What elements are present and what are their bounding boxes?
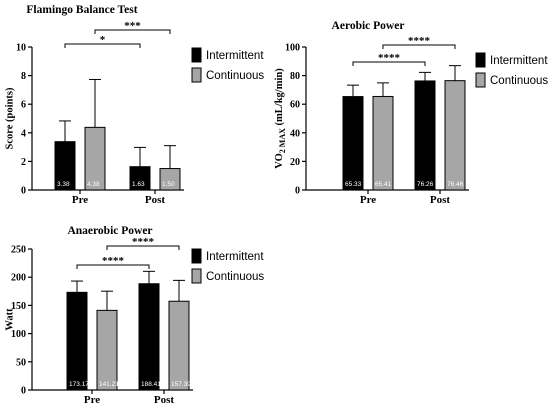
significance-label: ***: [124, 20, 141, 32]
bar-value-label: 1.50: [162, 181, 175, 188]
bar-continuous: [96, 309, 118, 391]
legend-swatch-continuous: [191, 268, 202, 284]
bar-continuous: [372, 95, 394, 191]
chart-anaerobic: Anaerobic Power 0 50 100 150 200 250 Watt Pre Pos…: [4, 225, 264, 406]
bar-intermittent: [414, 80, 436, 191]
significance-label: ****: [408, 35, 431, 47]
significance-label: *: [100, 34, 106, 46]
y-tick-label: 0: [21, 186, 26, 197]
bar-value-label: 3.38: [57, 181, 70, 188]
chart-title: Aerobic Power: [332, 20, 405, 32]
y-axis-label: VO2 MAX (mL/kg/min): [274, 68, 286, 169]
y-axis-label: Score (points): [4, 87, 15, 149]
legend-swatch-intermittent: [191, 47, 202, 63]
bar-continuous: [159, 168, 181, 191]
bar-value-label: 76.46: [447, 181, 464, 188]
legend-label: Continuous: [206, 271, 264, 283]
bar-value-label: 76.26: [417, 181, 434, 188]
significance-bracket: [106, 245, 180, 250]
chart-title: Anaerobic Power: [67, 225, 152, 237]
y-tick-label: 0: [295, 186, 300, 197]
bar-value-label: 4.38: [87, 181, 100, 188]
significance-bracket: [94, 29, 171, 34]
x-category-label: Post: [154, 394, 175, 406]
y-tick-label: 60: [290, 100, 300, 111]
x-category-label: Pre: [84, 394, 100, 406]
x-category-label: Pre: [360, 194, 376, 206]
y-tick-label: 100: [285, 43, 300, 54]
significance-label: ****: [132, 236, 155, 248]
x-category-label: Pre: [72, 194, 88, 206]
bar-intermittent: [129, 166, 151, 191]
legend-swatch-intermittent: [475, 52, 486, 68]
legend-label: Intermittent: [490, 55, 548, 67]
y-tick-label: 50: [16, 357, 26, 368]
y-tick-label: 100: [11, 329, 26, 340]
y-tick-label: 0: [21, 386, 26, 397]
bar-continuous: [168, 300, 190, 391]
y-tick-label: 20: [290, 157, 300, 168]
legend-label: Intermittent: [206, 50, 264, 62]
significance-label: ****: [378, 52, 401, 64]
legend-swatch-continuous: [475, 72, 486, 88]
bar-value-label: 65.41: [375, 181, 392, 188]
chart-title: Flamingo Balance Test: [26, 4, 137, 16]
bar-intermittent: [54, 141, 76, 191]
bar-value-label: 173.17: [69, 381, 89, 388]
legend-swatch-continuous: [191, 67, 202, 83]
bar-value-label: 157.39: [171, 381, 191, 388]
chart-flamingo: Flamingo Balance Test 0 2 4 6 8 10 Score (point…: [4, 4, 264, 206]
bar-continuous: [444, 80, 466, 191]
legend-label: Intermittent: [206, 251, 264, 263]
y-tick-label: 2: [21, 157, 26, 168]
significance-bracket: [352, 61, 426, 66]
bar-continuous: [84, 126, 106, 191]
y-axis-label: Watt: [4, 308, 15, 331]
bar-intermittent: [66, 291, 88, 391]
y-tick-label: 40: [290, 128, 300, 139]
y-tick-label: 8: [21, 71, 26, 82]
bar-value-label: 188.41: [141, 381, 161, 388]
y-tick-label: 150: [11, 301, 26, 312]
bar-value-label: 65.33: [345, 181, 362, 188]
legend-label: Continuous: [490, 75, 548, 87]
legend: Intermittent Continuous: [475, 52, 548, 88]
legend-swatch-intermittent: [191, 248, 202, 264]
y-tick-label: 4: [21, 128, 26, 139]
bar-value-label: 141.21: [99, 381, 119, 388]
x-category-label: Post: [430, 194, 451, 206]
bar-intermittent: [138, 283, 160, 391]
significance-bracket: [64, 43, 141, 48]
bar-value-label: 1.63: [132, 181, 145, 188]
y-tick-label: 80: [290, 71, 300, 82]
bar-intermittent: [342, 96, 364, 191]
significance-bracket: [382, 44, 456, 49]
y-tick-label: 10: [16, 43, 26, 54]
x-category-label: Post: [145, 194, 166, 206]
y-tick-label: 6: [21, 100, 26, 111]
y-tick-label: 200: [11, 273, 26, 284]
legend-label: Continuous: [206, 70, 264, 82]
significance-label: ****: [102, 255, 125, 267]
chart-aerobic: Aerobic Power 0 20 40 60 80 100 VO2 MAX (mL/kg/…: [274, 20, 548, 206]
significance-bracket: [76, 264, 150, 269]
legend: Intermittent Continuous: [191, 248, 264, 284]
legend: Intermittent Continuous: [191, 47, 264, 83]
y-tick-label: 250: [11, 245, 26, 256]
